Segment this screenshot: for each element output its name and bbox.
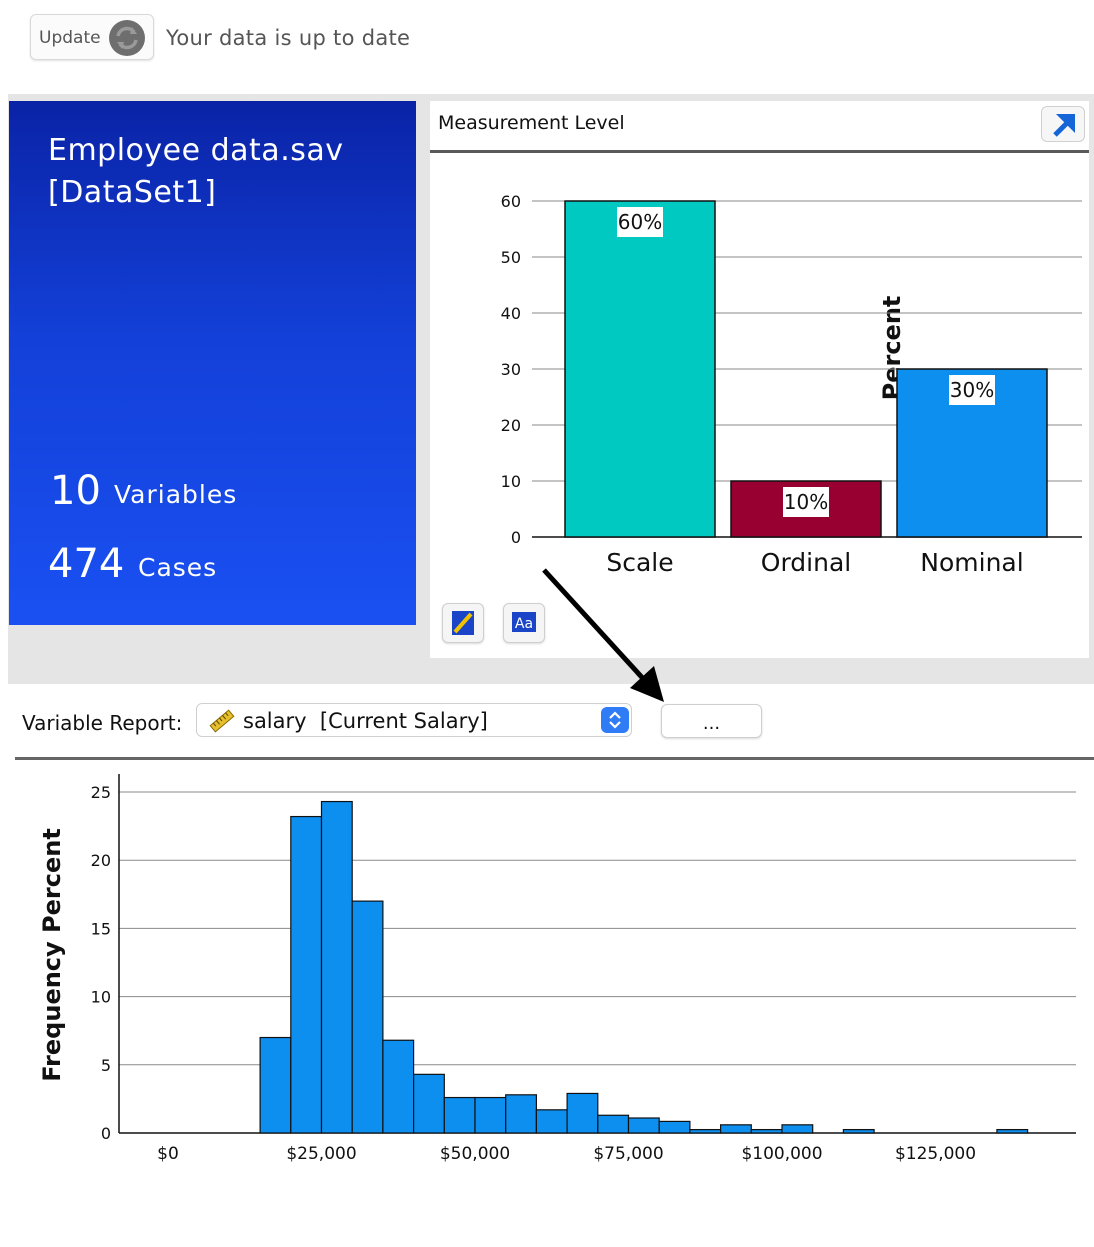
y-tick-label: 15 bbox=[91, 919, 111, 938]
y-tick-label: 10 bbox=[501, 472, 521, 491]
data-label: 10% bbox=[784, 490, 828, 514]
salary-histogram: Frequency Percent 0 5 10 15 20 25 $0 $25,000 $50… bbox=[38, 774, 1076, 1164]
dataset-name: [DataSet1] bbox=[48, 175, 217, 210]
x-tick-label: Ordinal bbox=[761, 548, 851, 577]
y-tick-label: 60 bbox=[501, 192, 521, 211]
annotation-arrow bbox=[542, 568, 664, 702]
select-stepper[interactable] bbox=[601, 707, 629, 733]
variable-report-label: Variable Report: bbox=[22, 711, 183, 735]
x-tick-label: $75,000 bbox=[593, 1144, 663, 1164]
y-tick-label: 30 bbox=[501, 360, 521, 379]
expand-arrow-icon bbox=[1053, 114, 1075, 137]
more-options-button[interactable]: ... bbox=[661, 704, 762, 738]
histogram-bar bbox=[597, 1114, 630, 1134]
y-tick-label: 0 bbox=[101, 1124, 111, 1143]
histogram-bar bbox=[382, 1039, 415, 1134]
status-text: Your data is up to date bbox=[166, 26, 411, 50]
measurement-level-chart: Percent 010203040506060%Scale10%Ordinal3… bbox=[501, 192, 1082, 577]
file-name: Employee data.sav bbox=[48, 133, 344, 168]
x-tick-label: $100,000 bbox=[741, 1144, 822, 1164]
bar-scale bbox=[564, 200, 716, 538]
measurement-panel-title: Measurement Level bbox=[438, 112, 625, 134]
x-tick-label: $25,000 bbox=[286, 1144, 356, 1164]
histogram-bar bbox=[413, 1073, 445, 1134]
data-label-background bbox=[617, 207, 663, 237]
report-divider bbox=[15, 757, 1094, 760]
edit-chart-button[interactable] bbox=[442, 603, 484, 643]
scale-ruler-icon bbox=[209, 709, 235, 733]
histogram-bar bbox=[351, 900, 384, 1134]
update-button-label: Update bbox=[39, 28, 101, 48]
cases-count: 474 bbox=[48, 541, 125, 587]
x-tick-label: Scale bbox=[606, 548, 673, 577]
x-tick-label: $0 bbox=[157, 1144, 179, 1164]
histogram-bar bbox=[443, 1096, 476, 1134]
y-tick-label: 20 bbox=[501, 416, 521, 435]
text-style-icon: Aa bbox=[512, 612, 536, 632]
dataset-title: Employee data.sav [DataSet1] bbox=[48, 130, 344, 214]
data-label-background bbox=[783, 487, 829, 517]
panel-divider bbox=[430, 150, 1089, 153]
histogram-bar bbox=[627, 1117, 660, 1134]
histogram-bar bbox=[781, 1124, 814, 1134]
refresh-icon bbox=[109, 20, 145, 56]
x-tick-label: Nominal bbox=[920, 548, 1023, 577]
expand-button[interactable] bbox=[1041, 106, 1085, 142]
x-tick-label: $50,000 bbox=[440, 1144, 510, 1164]
y-tick-label: 20 bbox=[91, 851, 111, 870]
histogram-bar bbox=[505, 1094, 538, 1134]
histogram-bar bbox=[996, 1128, 1029, 1134]
x-tick-label: $125,000 bbox=[895, 1144, 976, 1164]
svg-text:Aa: Aa bbox=[515, 616, 533, 632]
histogram-bar bbox=[658, 1120, 691, 1134]
cases-label: Cases bbox=[138, 553, 218, 582]
histogram-bar bbox=[290, 815, 323, 1134]
y-axis-label: Frequency Percent bbox=[38, 828, 66, 1082]
variables-count: 10 bbox=[50, 468, 101, 514]
histogram-bar bbox=[320, 800, 353, 1134]
histogram-bar bbox=[750, 1128, 783, 1134]
histogram-bar bbox=[689, 1128, 722, 1134]
histogram-bar bbox=[719, 1124, 752, 1134]
text-style-button[interactable]: Aa bbox=[503, 603, 545, 643]
y-tick-label: 0 bbox=[511, 528, 521, 547]
data-label: 30% bbox=[950, 378, 994, 402]
dataset-tile bbox=[9, 101, 416, 625]
y-tick-label: 40 bbox=[501, 304, 521, 323]
variable-select-value: salary [Current Salary] bbox=[243, 709, 488, 733]
variable-select[interactable]: salary [Current Salary] bbox=[196, 703, 632, 737]
histogram-bar bbox=[842, 1128, 875, 1134]
y-tick-label: 5 bbox=[101, 1056, 111, 1075]
data-label-background bbox=[949, 375, 995, 405]
histogram-bar bbox=[566, 1092, 599, 1134]
histogram-bar bbox=[474, 1096, 507, 1134]
histogram-bar bbox=[535, 1109, 568, 1134]
chevron-updown-icon bbox=[609, 711, 621, 729]
data-label: 60% bbox=[618, 210, 662, 234]
y-tick-label: 50 bbox=[501, 248, 521, 267]
y-tick-label: 25 bbox=[91, 783, 111, 802]
edit-chart-icon bbox=[452, 611, 474, 635]
variables-label: Variables bbox=[114, 480, 238, 509]
y-tick-label: 10 bbox=[91, 988, 111, 1007]
update-button[interactable]: Update bbox=[30, 14, 154, 60]
histogram-bar bbox=[259, 1036, 292, 1134]
